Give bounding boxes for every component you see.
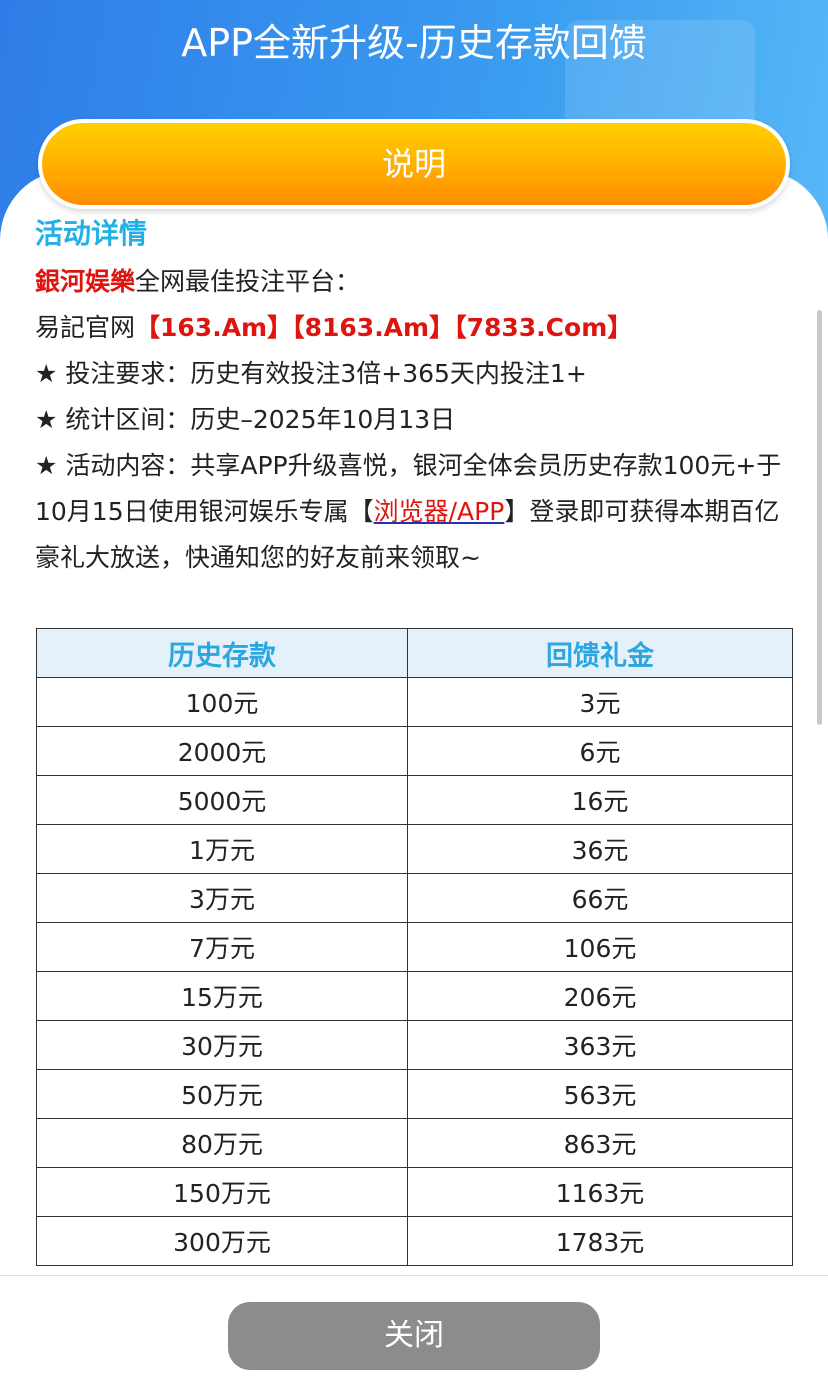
line: ★ 活动内容：共享APP升级喜悦，银河全体会员历史存款100元+于10月15日使… <box>35 443 795 581</box>
table-cell: 2000元 <box>36 726 408 776</box>
header-title: APP全新升级-历史存款回馈 <box>181 21 647 65</box>
table-header-row: 历史存款 回馈礼金 <box>36 628 793 678</box>
table-row: 80万元 863元 <box>36 1118 793 1168</box>
site: 【7833.Com】 <box>454 313 633 342</box>
content-area: 活动详情 銀河娱樂全网最佳投注平台： 易記官网【163.Am】【8163.Am】… <box>0 212 828 1275</box>
table-header-cell: 历史存款 <box>36 628 408 678</box>
text: ★ 活动内容：共享APP升级喜悦，银河全体会员历史存款100元+于10月15日使… <box>35 451 782 526</box>
table-cell: 1783元 <box>407 1216 793 1266</box>
table-row: 15万元 206元 <box>36 971 793 1021</box>
table-header-cell: 回馈礼金 <box>407 628 793 678</box>
table-row: 2000元 6元 <box>36 726 793 776</box>
tab-button[interactable]: 说明 <box>38 119 790 209</box>
text: 全网最佳投注平台： <box>135 267 361 296</box>
line: ★ 投注要求：历史有效投注3倍+365天内投注1+ <box>35 359 587 388</box>
reward-table: 历史存款 回馈礼金 100元 3元 2000元 6元 5000元 16元 1万元 36元 3万元… <box>36 628 793 1266</box>
table-row: 100元 3元 <box>36 677 793 727</box>
table-cell: 5000元 <box>36 775 408 825</box>
table-cell: 30万元 <box>36 1020 408 1070</box>
table-cell: 16元 <box>407 775 793 825</box>
text: 】登录即可获得本期百亿豪礼大放送，快通知您的好友前来领取~ <box>35 497 780 572</box>
table-row: 5000元 16元 <box>36 775 793 825</box>
table-cell: 80万元 <box>36 1118 408 1168</box>
site: 【8163.Am】 <box>292 313 455 342</box>
table-cell: 863元 <box>407 1118 793 1168</box>
details-text: 銀河娱樂全网最佳投注平台： 易記官网【163.Am】【8163.Am】【7833… <box>35 259 795 581</box>
table-cell: 66元 <box>407 873 793 923</box>
line: ★ 统计区间：历史–2025年10月13日 <box>35 405 456 434</box>
table-cell: 300万元 <box>36 1216 408 1266</box>
table-row: 7万元 106元 <box>36 922 793 972</box>
table-cell: 563元 <box>407 1069 793 1119</box>
table-cell: 3万元 <box>36 873 408 923</box>
table-row: 150万元 1163元 <box>36 1167 793 1217</box>
table-row: 1万元 36元 <box>36 824 793 874</box>
brand: 銀河娱樂 <box>35 267 136 296</box>
section-title: 活动详情 <box>35 217 148 250</box>
close-button[interactable]: 关闭 <box>228 1302 600 1370</box>
site: 【163.Am】 <box>135 313 293 342</box>
footer: 关闭 <box>0 1275 828 1379</box>
table-cell: 1万元 <box>36 824 408 874</box>
table-row: 3万元 66元 <box>36 873 793 923</box>
table-cell: 100元 <box>36 677 408 727</box>
table-row: 300万元 1783元 <box>36 1216 793 1266</box>
table-cell: 7万元 <box>36 922 408 972</box>
table-cell: 36元 <box>407 824 793 874</box>
table-cell: 6元 <box>407 726 793 776</box>
link[interactable]: 浏览器/APP <box>373 497 505 526</box>
text: 易記官网 <box>35 313 136 342</box>
scrollbar <box>817 310 822 725</box>
table-cell: 1163元 <box>407 1167 793 1217</box>
table-cell: 150万元 <box>36 1167 408 1217</box>
table-row: 50万元 563元 <box>36 1069 793 1119</box>
table-cell: 206元 <box>407 971 793 1021</box>
table-cell: 50万元 <box>36 1069 408 1119</box>
line: 銀河娱樂全网最佳投注平台： <box>35 259 795 305</box>
line: 易記官网【163.Am】【8163.Am】【7833.Com】 <box>35 305 795 351</box>
table-cell: 363元 <box>407 1020 793 1070</box>
table-cell: 106元 <box>407 922 793 972</box>
table-row: 30万元 363元 <box>36 1020 793 1070</box>
table-cell: 3元 <box>407 677 793 727</box>
table-cell: 15万元 <box>36 971 408 1021</box>
